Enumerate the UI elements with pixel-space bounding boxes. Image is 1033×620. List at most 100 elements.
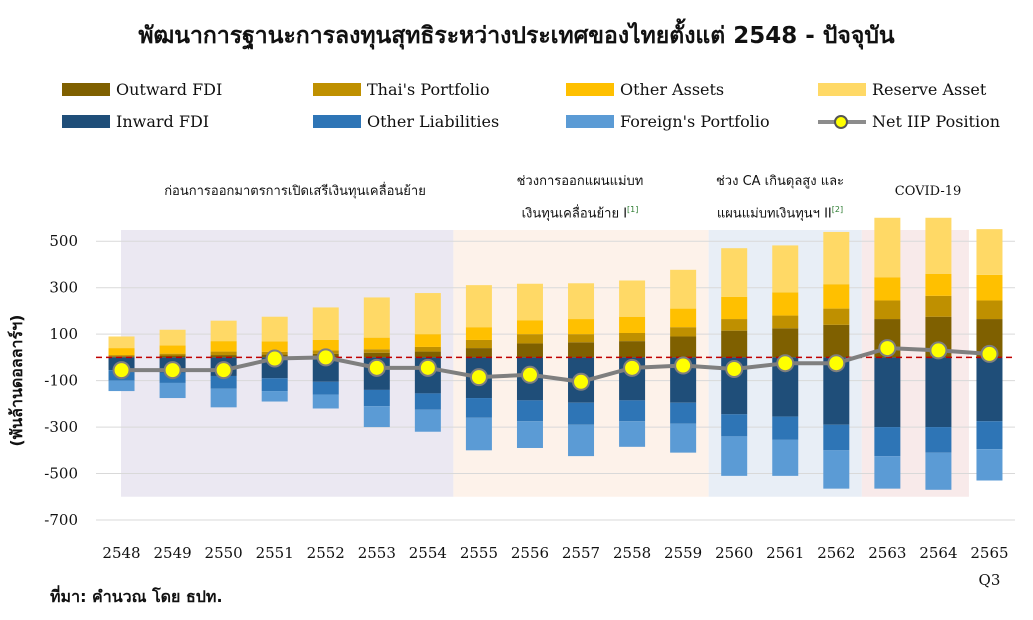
bar-segment [363, 406, 390, 428]
bar-segment [823, 284, 850, 309]
legend-item: Reserve Asset [818, 80, 986, 99]
period-label-covid: COVID-19 [878, 184, 978, 199]
legend-item: Thai's Portfolio [313, 80, 490, 99]
net-iip-marker [929, 341, 948, 360]
bar-segment [363, 297, 390, 338]
bar-segment [414, 351, 441, 358]
net-iip-marker [674, 356, 693, 375]
bar-segment [210, 351, 237, 356]
bar-segment [363, 352, 390, 358]
period-label-pre-liberalization: ก่อนการออกมาตรการเปิดเสรีเงินทุนเคลื่อนย… [120, 180, 470, 201]
bar-segment [210, 355, 237, 358]
net-iip-marker [776, 354, 795, 373]
period-label-line1: ช่วงการออกแผนแม่บท [516, 174, 644, 189]
bar-segment [772, 439, 799, 476]
net-iip-marker [214, 361, 233, 380]
bar-segment [516, 320, 543, 335]
bar-segment [414, 293, 441, 335]
x-tick-label: 2557 [562, 544, 600, 562]
bar-segment [159, 353, 186, 356]
legend-item: Inward FDI [62, 112, 209, 131]
legend-item: Other Liabilities [313, 112, 499, 131]
x-tick-label: 2558 [613, 544, 651, 562]
bar-segment [414, 393, 441, 410]
y-tick-label: -500 [44, 465, 78, 483]
period-label-master-plan-1: ช่วงการออกแผนแม่บท เงินทุนเคลื่อนย้าย I[… [480, 168, 680, 228]
bar-segment [465, 348, 492, 358]
legend-label: Thai's Portfolio [367, 80, 490, 99]
bar-segment [516, 334, 543, 344]
bar-segment [619, 316, 646, 333]
y-tick-label: 300 [49, 279, 78, 297]
legend-label: Inward FDI [116, 112, 210, 131]
legend-label: Other Liabilities [367, 112, 500, 131]
bar-segment [721, 248, 748, 297]
legend-swatch [818, 83, 866, 96]
bar-segment [414, 409, 441, 432]
bar-segment [210, 388, 237, 408]
y-tick-label: 500 [49, 232, 78, 250]
bar-segment [823, 231, 850, 285]
bar-segment [619, 332, 646, 342]
source-note: ที่มา: คำนวณ โดย ธปท. [50, 587, 223, 606]
bar-segment [670, 308, 697, 328]
bar-segment [210, 341, 237, 352]
y-tick-label: -300 [44, 418, 78, 436]
bar-segment [568, 424, 595, 457]
bar-segment [976, 274, 1003, 301]
bar-segment [312, 394, 339, 409]
bar-segment [312, 307, 339, 340]
bar-segment [568, 334, 595, 343]
bar-segment [363, 337, 390, 350]
bar-segment [261, 378, 288, 392]
bar-segment [925, 427, 952, 453]
bar-segment [721, 414, 748, 437]
net-iip-marker [418, 358, 437, 377]
footnote-marker: [2] [831, 205, 844, 214]
bar-segment [465, 327, 492, 340]
bar-segment [772, 292, 799, 316]
net-iip-marker [980, 344, 999, 363]
bar-segment [874, 427, 901, 457]
bar-segment [823, 324, 850, 358]
bar-segment [363, 389, 390, 407]
bar-segment [670, 423, 697, 453]
bar-segment [874, 456, 901, 489]
bar-segment [874, 277, 901, 301]
period-label-line2: แผนแม่บทเงินทุนฯ II [716, 206, 832, 222]
x-tick-label: 2562 [817, 544, 855, 562]
bar-segment [925, 217, 952, 274]
legend-line-swatch [818, 114, 866, 129]
bar-segment [261, 316, 288, 342]
bar-segment [108, 355, 135, 357]
bar-segment [108, 380, 135, 392]
bar-segment [465, 398, 492, 418]
bar-segment [772, 245, 799, 293]
x-tick-sublabel: Q3 [979, 571, 1001, 589]
legend-label: Foreign's Portfolio [620, 112, 770, 131]
bar-segment [568, 283, 595, 320]
x-tick-label: 2561 [766, 544, 804, 562]
bar-segment [823, 308, 850, 325]
net-iip-marker [520, 365, 539, 384]
period-label-line2: เงินทุนเคลื่อนย้าย I [521, 206, 628, 222]
period-label-text: COVID-19 [894, 184, 962, 199]
net-iip-marker [367, 358, 386, 377]
net-iip-marker [623, 358, 642, 377]
net-iip-marker [572, 372, 591, 391]
chart-title: พัฒนาการฐานะการลงทุนสุทธิระหว่างประเทศขอ… [138, 23, 895, 49]
bar-segment [108, 348, 135, 356]
net-iip-marker [163, 361, 182, 380]
x-tick-label: 2553 [358, 544, 396, 562]
legend-swatch [313, 115, 361, 128]
x-tick-label: 2559 [664, 544, 702, 562]
x-tick-label: 2564 [919, 544, 957, 562]
bar-segment [159, 345, 186, 354]
bar-segment [465, 417, 492, 451]
net-iip-marker [316, 348, 335, 367]
bar-segment [874, 300, 901, 320]
legend-label: Other Assets [620, 80, 725, 99]
legend-label: Net IIP Position [872, 112, 1001, 131]
bar-segment [772, 416, 799, 440]
